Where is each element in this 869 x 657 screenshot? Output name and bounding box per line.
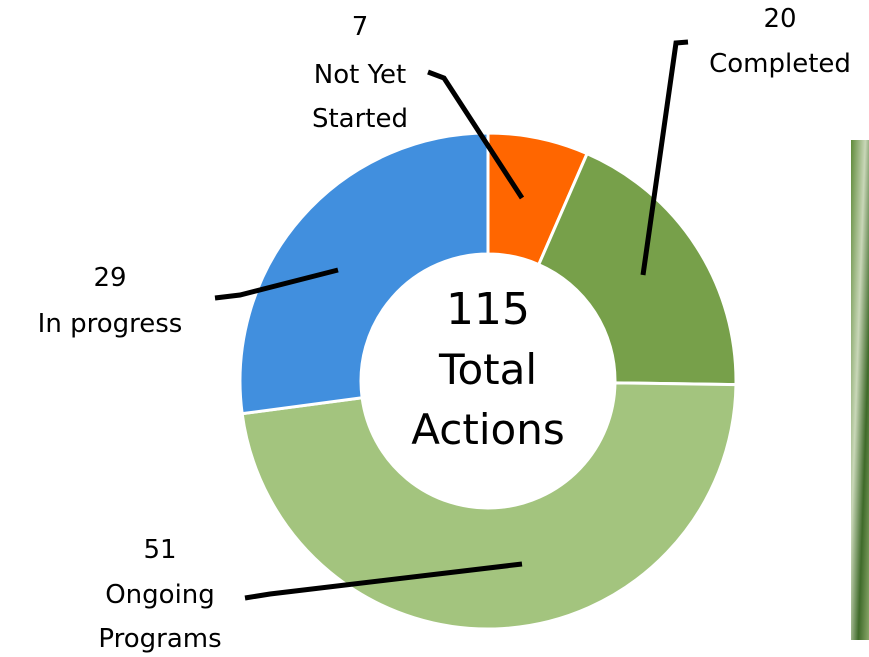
value-label: 29 (60, 263, 160, 293)
page: 7 Not Yet Started 20 Completed 29 In pro… (0, 0, 869, 657)
value-label: 51 (110, 535, 210, 565)
category-label: Ongoing Programs (85, 573, 235, 657)
category-label: Completed (680, 42, 869, 86)
photo (851, 140, 869, 640)
value-label: 7 (310, 12, 410, 42)
category-label: In progress (10, 302, 210, 346)
center-label: Total Actions (388, 340, 588, 460)
category-label: Not Yet Started (290, 53, 430, 141)
center-value: 115 (398, 284, 578, 335)
value-label: 20 (730, 4, 830, 34)
